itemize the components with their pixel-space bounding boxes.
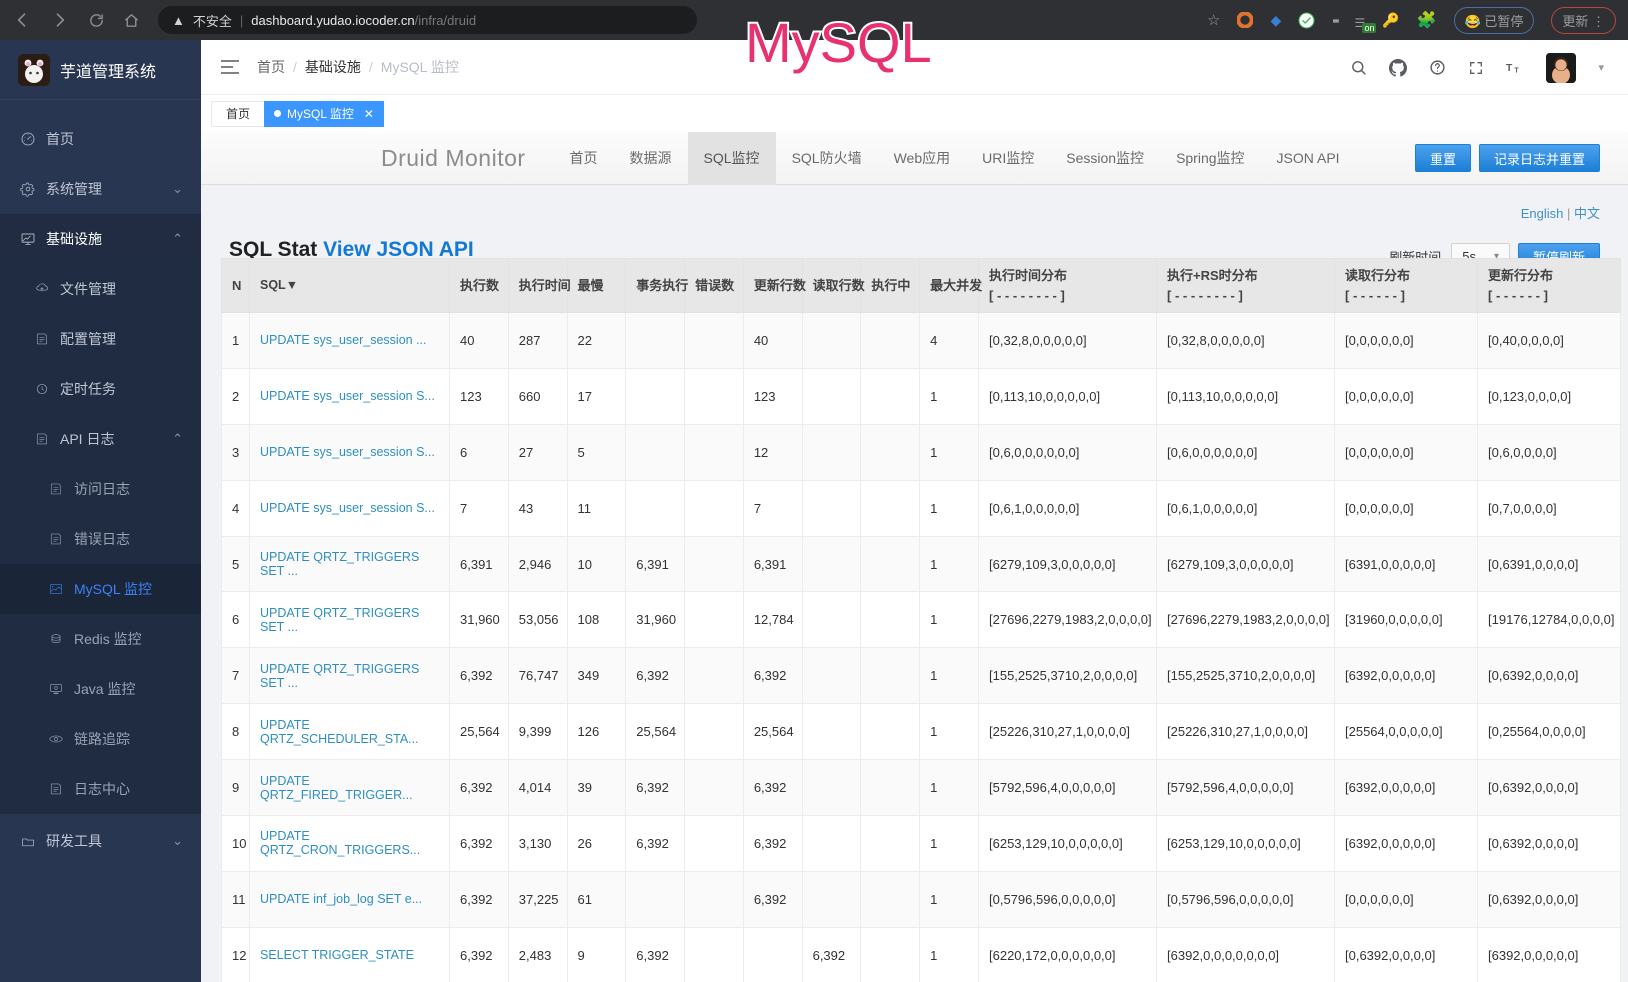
svg-text:T: T — [1515, 67, 1520, 74]
svg-text:MySQL: MySQL — [745, 11, 932, 74]
svg-text:T: T — [1506, 63, 1513, 74]
